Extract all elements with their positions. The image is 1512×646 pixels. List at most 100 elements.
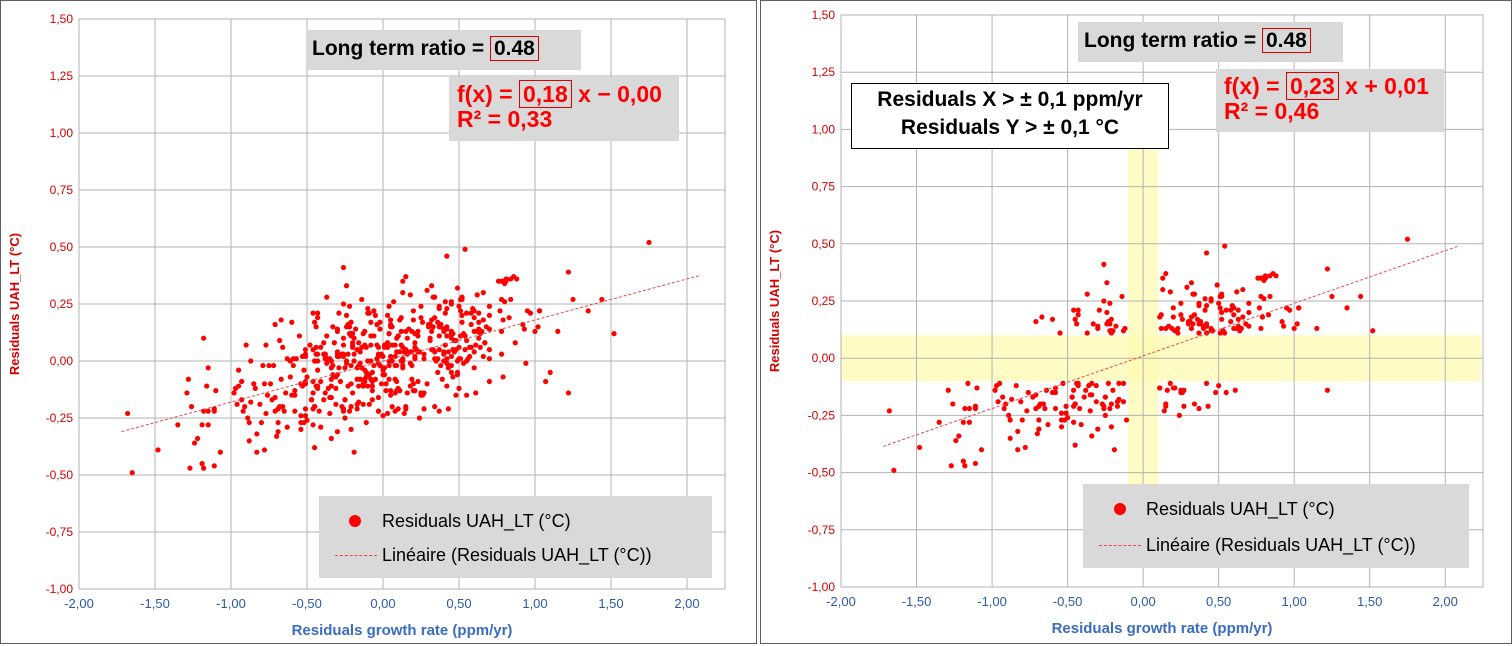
data-point [1119, 293, 1125, 300]
data-point [394, 378, 400, 385]
data-point [1223, 307, 1229, 313]
data-point [1042, 405, 1048, 412]
data-point [340, 264, 347, 271]
data-point [354, 401, 360, 407]
data-point [555, 328, 561, 334]
data-point [467, 344, 473, 350]
data-point [438, 321, 444, 328]
data-point [441, 349, 447, 355]
data-point [386, 303, 392, 309]
data-point [418, 303, 424, 309]
data-point [1101, 403, 1107, 409]
data-point [1223, 389, 1229, 396]
data-point [217, 449, 223, 455]
data-point [468, 321, 474, 328]
data-point [1108, 328, 1114, 334]
x-tick-label: 1,00 [1282, 594, 1307, 609]
data-point [1216, 383, 1222, 389]
data-point [547, 369, 553, 375]
data-point [1022, 444, 1028, 451]
data-point [365, 383, 371, 389]
data-point [324, 333, 330, 339]
threshold-label: Residuals X > ± 0,1 ppm/yr Residuals Y >… [851, 83, 1169, 149]
data-point [1231, 312, 1237, 318]
data-point [427, 321, 433, 328]
data-point [992, 387, 998, 393]
data-point [445, 365, 451, 371]
data-point [436, 305, 442, 312]
data-point [430, 294, 436, 300]
data-point [407, 292, 413, 298]
data-point [287, 374, 293, 380]
data-point [462, 347, 468, 353]
data-point [1200, 325, 1207, 332]
data-point [360, 401, 366, 407]
data-point [239, 378, 245, 385]
data-point [535, 324, 541, 330]
data-point [1120, 380, 1127, 386]
data-point [1166, 323, 1172, 329]
data-point [1279, 318, 1285, 325]
data-point [353, 326, 359, 332]
data-point [498, 328, 505, 334]
data-point [381, 365, 388, 371]
data-point [450, 374, 456, 380]
data-point [312, 358, 318, 364]
x-axis-title: Residuals growth rate (ppm/yr) [1052, 620, 1273, 637]
data-point [310, 347, 316, 353]
data-point [960, 458, 966, 464]
data-point [444, 324, 450, 330]
data-point [1203, 380, 1210, 386]
data-point [369, 388, 375, 394]
data-point [318, 344, 324, 350]
data-point [155, 447, 161, 453]
data-point [412, 356, 418, 362]
y-tick-label: 0,50 [50, 240, 74, 254]
data-point [280, 404, 286, 410]
data-point [1167, 289, 1173, 295]
data-point [248, 399, 254, 405]
data-point [1202, 296, 1208, 302]
long-term-ratio-label: Long term ratio = 0.48 [1078, 22, 1343, 62]
data-point [1184, 284, 1190, 290]
data-point [324, 294, 330, 300]
data-point [278, 317, 284, 323]
data-point [348, 404, 354, 410]
data-point [444, 253, 450, 259]
data-point [459, 312, 465, 318]
data-point [398, 342, 404, 348]
dashed-line-icon [1099, 545, 1141, 546]
data-point [403, 274, 409, 280]
data-point [444, 383, 450, 389]
data-point [1160, 275, 1166, 281]
data-point [401, 410, 407, 417]
data-point [386, 376, 392, 382]
data-point [1231, 325, 1237, 332]
data-point [1203, 302, 1210, 309]
data-point [1258, 325, 1264, 332]
data-point [1108, 316, 1114, 322]
data-point [429, 283, 435, 289]
data-point [599, 296, 605, 303]
data-point [565, 390, 572, 396]
data-point [267, 381, 274, 387]
data-point [278, 376, 284, 382]
data-point [236, 383, 242, 389]
data-point [369, 397, 375, 403]
legend: Residuals UAH_LT (°C) Linéaire (Residual… [319, 496, 712, 578]
data-point [454, 372, 461, 378]
data-point [1102, 394, 1108, 400]
y-tick-label: -0,75 [808, 523, 836, 537]
data-point [1025, 389, 1031, 396]
y-tick-label: 0,25 [50, 297, 74, 311]
data-point [328, 358, 334, 364]
data-point [321, 340, 327, 346]
y-tick-label: 1,50 [50, 12, 74, 26]
data-point [448, 369, 454, 375]
data-point [389, 404, 395, 410]
data-point [129, 470, 135, 476]
data-point [480, 353, 486, 360]
data-point [1329, 293, 1335, 300]
data-point [359, 296, 365, 303]
data-point [1344, 305, 1350, 311]
